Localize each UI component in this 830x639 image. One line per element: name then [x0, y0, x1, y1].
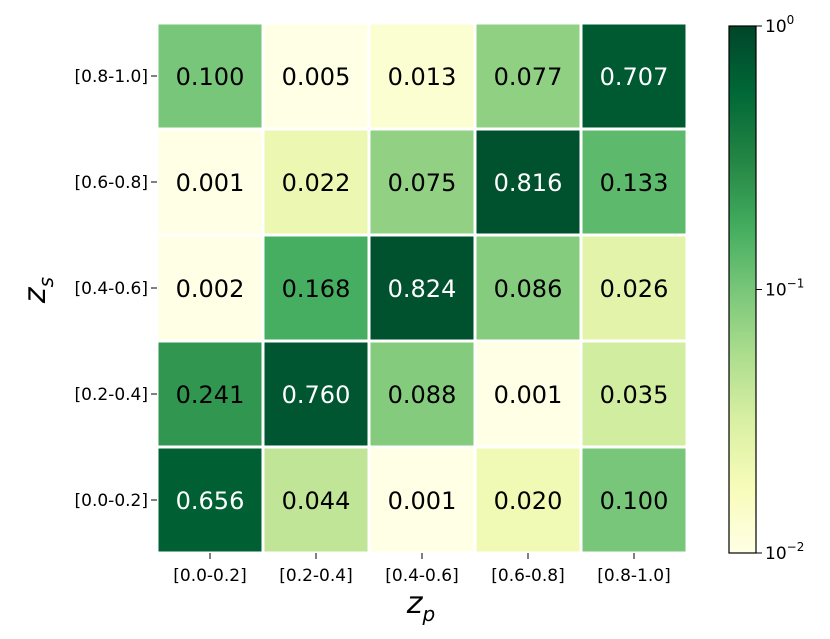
- x-axis-label: zp: [406, 586, 435, 626]
- axis-ticks: [0.0-0.2] [0.2-0.4] [0.4-0.6] [0.6-0.8] [0.8…: [75, 67, 671, 586]
- cell-value-label: 0.086: [494, 275, 563, 303]
- cell-value-label: 0.707: [600, 63, 669, 91]
- cell-value-label: 0.656: [176, 487, 245, 515]
- colorbar-tick-label: 10−1: [765, 277, 804, 301]
- y-axis-label: zs: [18, 277, 58, 304]
- heatmap-cell: [261, 339, 371, 449]
- colorbar-ticks: 100 10−1 10−2: [756, 13, 804, 564]
- heatmap-cells: 0.100 0.005 0.013 0.077 0.707 0.001 0.022 0.075…: [155, 21, 689, 555]
- cell-value-label: 0.001: [388, 487, 457, 515]
- cell-value-label: 0.133: [600, 169, 669, 197]
- cell-value-label: 0.005: [282, 63, 351, 91]
- heatmap-cell: [261, 21, 371, 131]
- cell-value-label: 0.760: [282, 381, 351, 409]
- x-tick-label: [0.8-1.0]: [597, 566, 670, 586]
- heatmap-cell: [367, 445, 477, 555]
- cell-value-label: 0.075: [388, 169, 457, 197]
- y-tick-label: [0.6-0.8]: [75, 173, 148, 193]
- cell-value-label: 0.022: [282, 169, 351, 197]
- cell-value-label: 0.044: [282, 487, 351, 515]
- heatmap-cell: [579, 339, 689, 449]
- x-tick-label: [0.2-0.4]: [279, 566, 352, 586]
- x-tick-label: [0.4-0.6]: [385, 566, 458, 586]
- y-tick-label: [0.0-0.2]: [75, 491, 148, 511]
- cell-value-label: 0.020: [494, 487, 563, 515]
- heatmap-cell: [473, 339, 583, 449]
- heatmap-cell: [579, 127, 689, 237]
- cell-value-label: 0.002: [176, 275, 245, 303]
- x-tick-label: [0.0-0.2]: [173, 566, 246, 586]
- cell-value-label: 0.824: [388, 275, 457, 303]
- cell-value-label: 0.088: [388, 381, 457, 409]
- cell-value-label: 0.241: [176, 381, 245, 409]
- heatmap-cell: [367, 339, 477, 449]
- cell-value-label: 0.035: [600, 381, 669, 409]
- y-tick-label: [0.2-0.4]: [75, 385, 148, 405]
- cell-value-label: 0.001: [176, 169, 245, 197]
- cell-value-label: 0.100: [600, 487, 669, 515]
- heatmap-cell: [367, 127, 477, 237]
- cell-value-label: 0.026: [600, 275, 669, 303]
- cell-value-label: 0.077: [494, 63, 563, 91]
- heatmap-cell: [261, 445, 371, 555]
- cell-value-label: 0.168: [282, 275, 351, 303]
- cell-value-label: 0.100: [176, 63, 245, 91]
- y-tick-label: [0.8-1.0]: [75, 67, 148, 87]
- colorbar-tick-label: 100: [765, 13, 794, 37]
- cell-value-label: 0.013: [388, 63, 457, 91]
- cell-value-label: 0.816: [494, 169, 563, 197]
- cell-value-label: 0.001: [494, 381, 563, 409]
- heatmap-cell: [261, 233, 371, 343]
- colorbar: [728, 25, 757, 554]
- heatmap-cell: [473, 233, 583, 343]
- colorbar-tick-label: 10−2: [765, 540, 804, 564]
- y-tick-label: [0.4-0.6]: [75, 279, 148, 299]
- x-tick-label: [0.6-0.8]: [491, 566, 564, 586]
